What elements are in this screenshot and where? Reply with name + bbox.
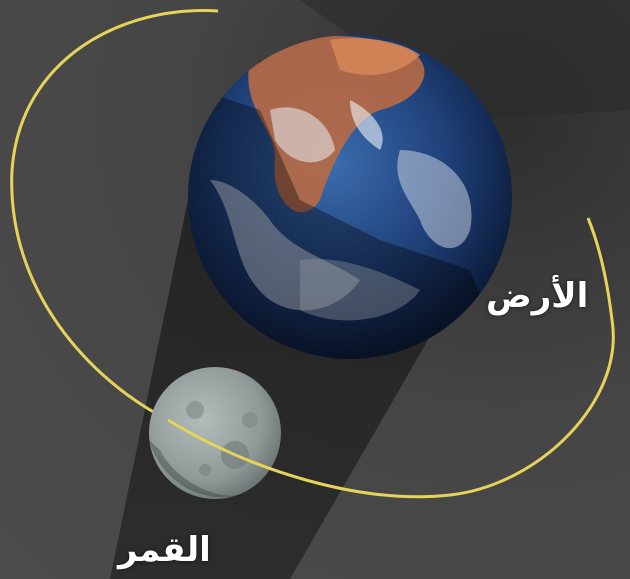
earth-label: الأرض: [486, 276, 589, 316]
moon-orbit-front: [167, 217, 615, 499]
moon-icon: [149, 367, 281, 499]
moon-orbit-back: [10, 9, 219, 422]
moon-label: القمر: [118, 530, 211, 570]
sun-ray-band: [300, 0, 630, 120]
earth-icon: [188, 35, 512, 359]
